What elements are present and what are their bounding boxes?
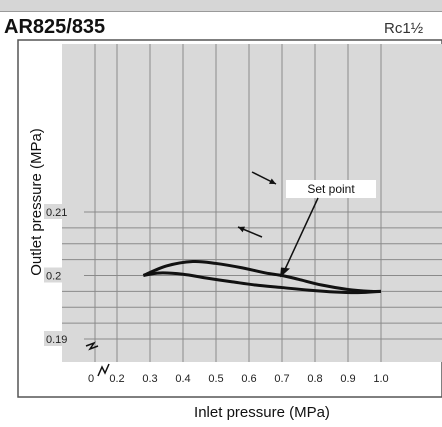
x-tick-label: 0.5 xyxy=(208,373,223,385)
port-size-label: Rc1½ xyxy=(384,20,424,37)
y-tick-label: 0.21 xyxy=(46,207,67,219)
x-tick-label: 0.8 xyxy=(307,373,322,385)
set-point-leader xyxy=(283,197,319,272)
y-tick-label-bg xyxy=(44,267,84,283)
plot-area xyxy=(62,44,442,362)
x-tick-label: 0.4 xyxy=(175,373,190,385)
decreasing-direction-arrow-head xyxy=(238,226,245,233)
y-tick-label: 0.2 xyxy=(46,271,61,283)
y-tick-label-bg xyxy=(44,331,84,346)
y-axis-break xyxy=(85,341,99,351)
set-point-label-bg xyxy=(286,180,376,198)
top-border-strip xyxy=(0,0,442,12)
x-tick-label: 0.7 xyxy=(274,373,289,385)
x-tick-label: 0 xyxy=(88,373,94,385)
y-tick-label: 0.19 xyxy=(46,334,67,346)
x-tick-label: 0.9 xyxy=(340,373,355,385)
x-axis-break xyxy=(97,363,110,377)
x-tick-label: 0.6 xyxy=(241,373,256,385)
set-point-label: Set point xyxy=(307,182,355,196)
y-tick-label-bg xyxy=(44,204,84,219)
model-title: AR825/835 xyxy=(4,16,106,38)
increasing-direction-arrow-head xyxy=(269,178,276,184)
series-line-1 xyxy=(142,259,382,294)
x-tick-label: 0.2 xyxy=(109,373,124,385)
y-axis-label: Outlet pressure (MPa) xyxy=(28,128,45,276)
set-point-marker xyxy=(280,267,290,278)
x-tick-label: 1.0 xyxy=(373,373,388,385)
series-line-2 xyxy=(143,271,382,295)
x-tick-label: 0.3 xyxy=(142,373,157,385)
x-axis-label: Inlet pressure (MPa) xyxy=(194,404,330,421)
